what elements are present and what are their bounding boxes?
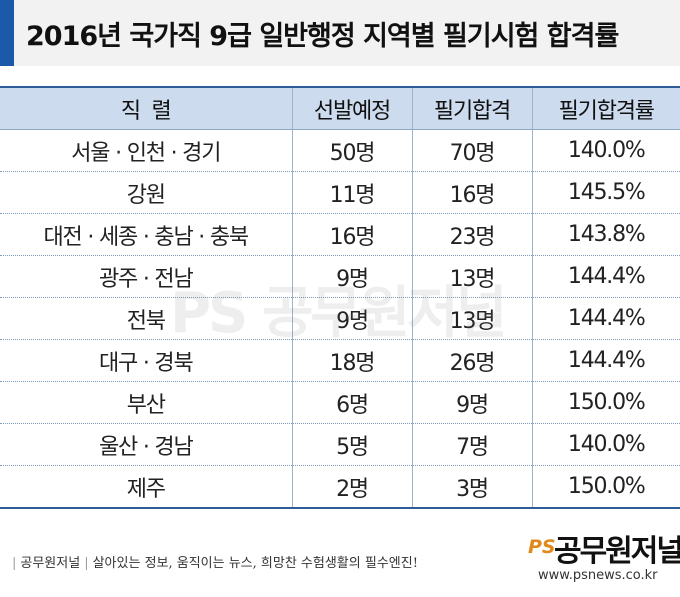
table-row: 광주 · 전남 9명 13명 144.4% [0, 255, 680, 298]
cell-pass-rate: 140.0% [531, 129, 680, 172]
cell-passed: 23명 [411, 213, 532, 256]
cell-passed: 3명 [411, 465, 532, 509]
header-planned: 선발예정 [291, 88, 412, 130]
title-bar: 2016년 국가직 9급 일반행정 지역별 필기시험 합격률 [0, 0, 680, 66]
cell-region: 전북 [0, 297, 292, 340]
brand-logo: PS 공무원저널 www.psnews.co.kr [528, 524, 680, 588]
pass-rate-table: 직 렬 선발예정 필기합격 필기합격률 서울 · 인천 · 경기 50명 70명… [0, 88, 680, 509]
footer-divider: | [12, 556, 17, 571]
cell-passed: 7명 [411, 423, 532, 466]
header-pass-rate: 필기합격률 [531, 88, 680, 130]
table-header-row: 직 렬 선발예정 필기합격 필기합격률 [0, 88, 680, 130]
cell-passed: 13명 [411, 297, 532, 340]
table-top-rule [0, 86, 680, 88]
table-row: 대전 · 세종 · 충남 · 충북 16명 23명 143.8% [0, 213, 680, 256]
cell-planned: 18명 [291, 339, 412, 382]
cell-pass-rate: 150.0% [531, 381, 680, 424]
cell-planned: 9명 [291, 297, 412, 340]
footer-tagline-bar: | 공무원저널 | 살아있는 정보, 움직이는 뉴스, 희망찬 수험생활의 필수엔진! [8, 552, 418, 571]
table-row: 제주 2명 3명 150.0% [0, 465, 680, 509]
cell-passed: 13명 [411, 255, 532, 298]
cell-planned: 11명 [291, 171, 412, 214]
cell-pass-rate: 150.0% [531, 465, 680, 509]
logo-url: www.psnews.co.kr [538, 568, 658, 583]
cell-planned: 9명 [291, 255, 412, 298]
cell-passed: 16명 [411, 171, 532, 214]
cell-region: 대구 · 경북 [0, 339, 292, 382]
table-row: 부산 6명 9명 150.0% [0, 381, 680, 424]
footer-tagline: 살아있는 정보, 움직이는 뉴스, 희망찬 수험생활의 필수엔진! [92, 556, 418, 571]
table-row: 강원 11명 16명 145.5% [0, 171, 680, 214]
cell-planned: 16명 [291, 213, 412, 256]
cell-planned: 50명 [291, 129, 412, 172]
logo-name: 공무원저널 [554, 534, 680, 569]
cell-region: 서울 · 인천 · 경기 [0, 129, 292, 172]
footer-brand: 공무원저널 [20, 556, 81, 571]
cell-region: 대전 · 세종 · 충남 · 충북 [0, 213, 292, 256]
header-passed: 필기합격 [411, 88, 532, 130]
title-accent-bar [0, 0, 14, 66]
cell-pass-rate: 143.8% [531, 213, 680, 256]
cell-planned: 2명 [291, 465, 412, 509]
cell-passed: 26명 [411, 339, 532, 382]
cell-pass-rate: 144.4% [531, 339, 680, 382]
table-row: 대구 · 경북 18명 26명 144.4% [0, 339, 680, 382]
cell-passed: 9명 [411, 381, 532, 424]
cell-pass-rate: 140.0% [531, 423, 680, 466]
cell-pass-rate: 144.4% [531, 255, 680, 298]
footer-divider: | [84, 556, 89, 571]
cell-planned: 6명 [291, 381, 412, 424]
cell-region: 제주 [0, 465, 292, 509]
cell-region: 부산 [0, 381, 292, 424]
cell-region: 광주 · 전남 [0, 255, 292, 298]
cell-planned: 5명 [291, 423, 412, 466]
logo-ps-mark: PS [528, 536, 556, 558]
cell-region: 강원 [0, 171, 292, 214]
cell-pass-rate: 145.5% [531, 171, 680, 214]
cell-passed: 70명 [411, 129, 532, 172]
header-category: 직 렬 [0, 88, 292, 130]
table-row: 전북 9명 13명 144.4% [0, 297, 680, 340]
page-title: 2016년 국가직 9급 일반행정 지역별 필기시험 합격률 [26, 21, 619, 52]
cell-region: 울산 · 경남 [0, 423, 292, 466]
table-row: 울산 · 경남 5명 7명 140.0% [0, 423, 680, 466]
table-row: 서울 · 인천 · 경기 50명 70명 140.0% [0, 129, 680, 172]
cell-pass-rate: 144.4% [531, 297, 680, 340]
